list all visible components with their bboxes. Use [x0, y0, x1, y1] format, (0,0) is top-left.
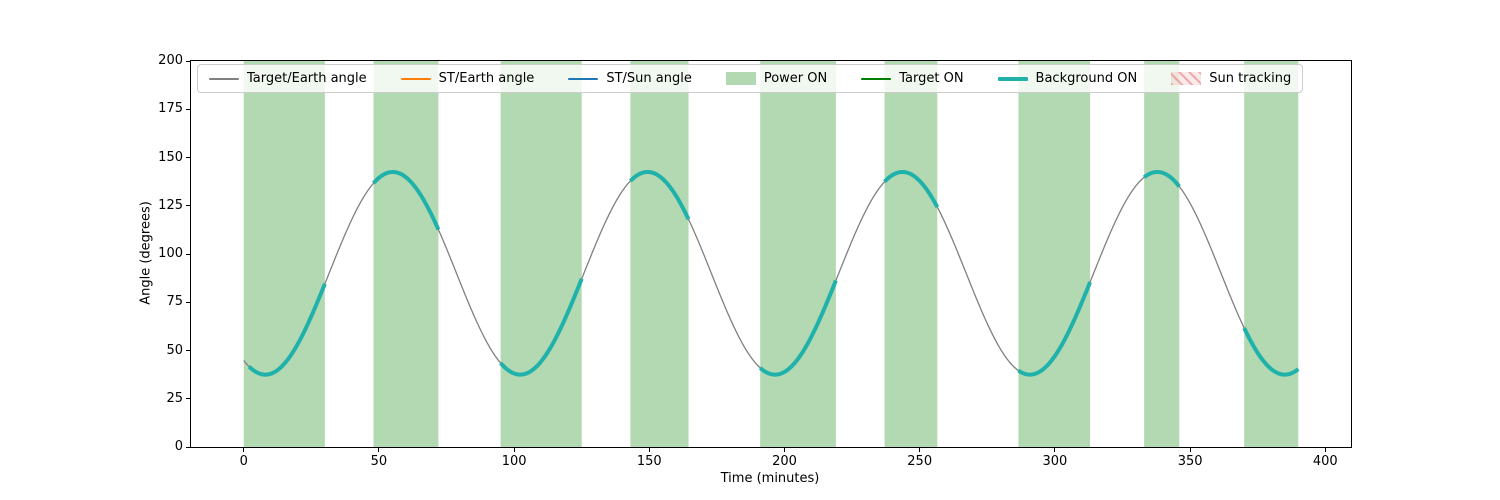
background-on-segment: [883, 169, 940, 209]
y-tick-label: 0: [174, 439, 183, 454]
background-on-segment: [1017, 281, 1092, 377]
x-tick-label: 100: [501, 454, 527, 469]
x-tick-label: 350: [1177, 454, 1203, 469]
x-tick-label: 150: [636, 454, 662, 469]
x-tick-mark: [1054, 448, 1056, 452]
power-on-band: [630, 61, 689, 447]
y-tick-mark: [186, 60, 190, 62]
power-on-band: [1144, 61, 1180, 447]
y-tick-label: 175: [158, 101, 183, 117]
power-on-band: [373, 61, 439, 447]
y-tick-mark: [186, 205, 190, 207]
x-tick-mark: [513, 448, 515, 452]
power-on-band: [884, 61, 938, 447]
x-tick-label: 300: [1042, 454, 1068, 469]
y-tick-mark: [186, 350, 190, 351]
x-tick-label: 200: [772, 454, 797, 469]
legend-label-st-sun-angle: ST/Sun angle: [606, 71, 692, 86]
legend-item-st-earth-angle: ST/Earth angle: [400, 71, 535, 86]
y-tick-mark: [186, 157, 190, 158]
legend-label-target-on: Target ON: [899, 71, 964, 86]
background-on-segment: [247, 283, 327, 377]
y-tick-mark: [186, 301, 190, 303]
legend-swatch-st-earth-angle: [400, 77, 431, 80]
legend-label-st-earth-angle: ST/Earth angle: [438, 71, 535, 86]
background-on-segment: [1242, 327, 1300, 377]
plot-canvas: [243, 61, 1300, 447]
legend-swatch-st-sun-angle: [568, 77, 599, 80]
power-on-band: [243, 61, 325, 447]
y-tick-label: 25: [166, 390, 183, 406]
background-on-segment: [628, 169, 691, 221]
power-on-band: [1244, 61, 1299, 447]
legend-swatch-background-on: [997, 76, 1028, 81]
legend-swatch-power-on: [725, 72, 756, 85]
x-tick-mark: [378, 448, 380, 452]
x-tick-label: 400: [1312, 454, 1338, 469]
legend-swatch-target-on: [861, 77, 892, 80]
background-on-segment: [758, 279, 838, 377]
y-tick-mark: [186, 253, 190, 255]
legend-item-st-sun-angle: ST/Sun angle: [568, 71, 692, 86]
background-on-segment: [372, 169, 441, 231]
legend-label-target-earth-angle: Target/Earth angle: [247, 71, 367, 86]
x-tick-mark: [648, 448, 650, 452]
x-tick-label: 0: [239, 454, 248, 469]
x-tick-mark: [919, 448, 921, 452]
legend-swatch-target-earth-angle: [209, 77, 239, 80]
background-on-segment: [1142, 169, 1181, 188]
legend-item-target-on: Target ON: [861, 71, 964, 86]
power-on-band: [500, 61, 582, 447]
y-tick-mark: [186, 108, 190, 110]
legend-label-background-on: Background ON: [1035, 71, 1138, 86]
legend-label-sun-tracking: Sun tracking: [1209, 71, 1292, 86]
y-tick-label: 200: [158, 53, 183, 68]
legend-item-background-on: Background ON: [997, 71, 1138, 86]
y-tick-label: 150: [158, 149, 183, 165]
power-on-band: [760, 61, 836, 447]
legend-item-target-earth-angle: Target/Earth angle: [209, 71, 367, 86]
x-tick-label: 250: [907, 454, 933, 469]
background-on-segment: [499, 278, 584, 377]
power-on-band: [1018, 61, 1091, 447]
plot-area: 0 50 100 150 200 250 300 350 400 0 25 50 75 100 125 150…: [158, 53, 1352, 469]
x-tick-mark: [1324, 448, 1326, 452]
y-tick-label: 50: [166, 342, 183, 358]
y-tick-label: 100: [158, 246, 183, 261]
legend: Target/Earth angle ST/Earth angle ST/Sun a…: [197, 64, 1304, 93]
y-tick-mark: [186, 398, 190, 400]
legend-label-power-on: Power ON: [763, 71, 828, 86]
y-tick-label: 75: [166, 294, 183, 310]
y-tick-label: 125: [158, 197, 183, 213]
x-axis-label: Time (minutes): [720, 471, 820, 486]
legend-item-sun-tracking: Sun tracking: [1171, 71, 1291, 86]
legend-swatch-sun-tracking: [1171, 72, 1202, 85]
x-tick-mark: [1189, 448, 1191, 452]
x-tick-mark: [784, 448, 786, 452]
y-tick-mark: [186, 446, 190, 448]
x-tick-label: 50: [370, 454, 388, 469]
x-tick-mark: [243, 448, 245, 452]
legend-item-power-on: Power ON: [725, 71, 828, 86]
